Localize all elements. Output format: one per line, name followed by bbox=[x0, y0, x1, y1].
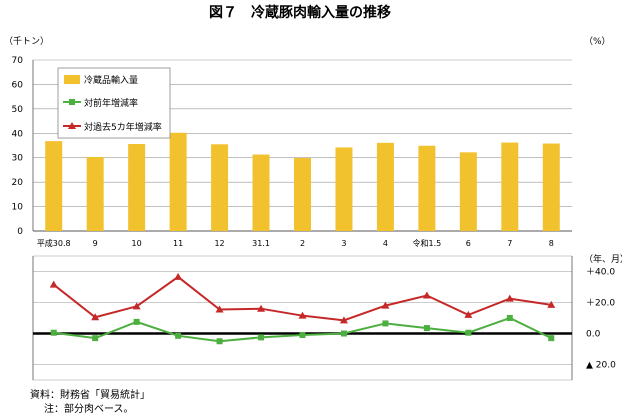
x-tick-label: 12 bbox=[214, 239, 224, 248]
green-series-point bbox=[340, 330, 347, 337]
x-tick-label: 7 bbox=[507, 239, 512, 248]
left-axis-unit: （千トン） bbox=[4, 36, 49, 47]
green-series-point bbox=[382, 320, 389, 327]
red-series-point bbox=[339, 316, 348, 324]
right-axis-unit: （%） bbox=[584, 36, 611, 47]
green-series-point bbox=[299, 332, 306, 339]
x-tick-label: 2 bbox=[300, 239, 305, 248]
green-series-point bbox=[423, 325, 430, 332]
green-series-point bbox=[548, 335, 555, 342]
legend-green-marker bbox=[69, 99, 75, 105]
bar-y-tick-label: 50 bbox=[12, 105, 24, 115]
bar bbox=[128, 144, 146, 231]
lines bbox=[49, 272, 556, 345]
x-tick-label: 10 bbox=[132, 239, 142, 248]
green-series-point bbox=[92, 335, 99, 342]
legend-red-label: 対過去5カ年増減率 bbox=[84, 121, 162, 133]
legend-bar-swatch bbox=[64, 75, 80, 84]
bar bbox=[376, 142, 394, 231]
bar-y-tick-label: 60 bbox=[12, 80, 24, 90]
green-series-point bbox=[50, 329, 57, 336]
red-series-point bbox=[298, 311, 307, 319]
x-axis-unit: （年、月） bbox=[584, 253, 622, 265]
red-series-point bbox=[91, 313, 100, 321]
x-tick-label: 3 bbox=[341, 239, 346, 248]
bar bbox=[211, 144, 229, 231]
x-tick-label: 4 bbox=[383, 239, 388, 248]
bar-y-tick-label: 10 bbox=[12, 203, 24, 213]
red-series-point bbox=[174, 272, 183, 280]
bar bbox=[501, 142, 519, 231]
red-series-point bbox=[215, 305, 224, 313]
bar bbox=[86, 156, 104, 231]
green-series-point bbox=[506, 315, 513, 321]
x-tick-labels: 平成30.8 9 10 11 12 31.1 2 3 4 令和1.5 6 7 8 bbox=[37, 238, 554, 248]
source-note: 資料：財務省「貿易統計」 bbox=[30, 388, 150, 401]
red-series-point bbox=[464, 310, 473, 318]
red-series-point bbox=[132, 302, 141, 310]
line-panel: （年、月） ＋40.0 ＋20.0 0.0 ▲ 20.0 bbox=[32, 253, 622, 381]
bar-y-tick-label: 30 bbox=[12, 154, 24, 164]
footnote: 注：部分肉ベース。 bbox=[44, 402, 134, 415]
line-y-tick-labels: ＋40.0 ＋20.0 0.0 ▲ 20.0 bbox=[586, 267, 616, 371]
bar-y-tick-label: 70 bbox=[12, 56, 24, 66]
green-series-point bbox=[258, 334, 265, 341]
bar bbox=[252, 154, 270, 231]
green-series-point bbox=[133, 318, 140, 325]
bar bbox=[45, 141, 63, 231]
bar bbox=[542, 143, 560, 231]
x-tick-label: 8 bbox=[549, 239, 554, 248]
green-series-point bbox=[465, 329, 472, 336]
green-series-point bbox=[175, 332, 182, 339]
x-tick-label: 6 bbox=[466, 239, 471, 248]
bar-y-tick-labels: 0 10 20 30 40 50 60 70 bbox=[12, 56, 24, 237]
bar bbox=[294, 157, 311, 231]
legend: 冷蔵品輸入量 対前年増減率 対過去5カ年増減率 bbox=[57, 67, 171, 139]
green-series-point bbox=[216, 338, 223, 345]
bar bbox=[169, 132, 187, 231]
x-tick-label: 31.1 bbox=[252, 239, 270, 248]
red-series-point bbox=[257, 304, 266, 312]
bar bbox=[459, 152, 477, 231]
bar bbox=[335, 147, 353, 231]
line-y-tick-label: ＋20.0 bbox=[586, 298, 615, 309]
bar-panel: 0 10 20 30 40 50 60 70 平成30.8 9 10 11 12 31.1 2 3 4 令和1.… bbox=[12, 56, 572, 248]
bar-y-tick-label: 40 bbox=[12, 129, 24, 139]
x-tick-label: 令和1.5 bbox=[413, 238, 442, 248]
line-y-tick-label: 0.0 bbox=[586, 330, 601, 340]
red-series-point bbox=[49, 280, 58, 288]
red-series-point bbox=[422, 291, 431, 299]
legend-green-label: 対前年増減率 bbox=[84, 97, 138, 109]
bar-y-tick-label: 0 bbox=[17, 227, 23, 237]
line-y-tick-label: ▲ 20.0 bbox=[586, 361, 616, 371]
legend-bar-label: 冷蔵品輸入量 bbox=[84, 74, 138, 86]
legend-red-marker bbox=[68, 122, 76, 129]
bars bbox=[45, 132, 560, 231]
bar bbox=[418, 145, 436, 231]
bar-y-tick-label: 20 bbox=[12, 178, 24, 188]
red-series-point bbox=[381, 301, 390, 309]
red-series-point bbox=[505, 294, 514, 302]
chart-title: 図７ 冷蔵豚肉輸入量の推移 bbox=[209, 4, 391, 21]
x-tick-label: 9 bbox=[93, 239, 98, 248]
x-tick-label: 11 bbox=[173, 239, 183, 248]
red-series-point bbox=[547, 300, 556, 308]
x-tick-label: 平成30.8 bbox=[37, 238, 71, 248]
line-y-tick-label: ＋40.0 bbox=[586, 267, 615, 278]
